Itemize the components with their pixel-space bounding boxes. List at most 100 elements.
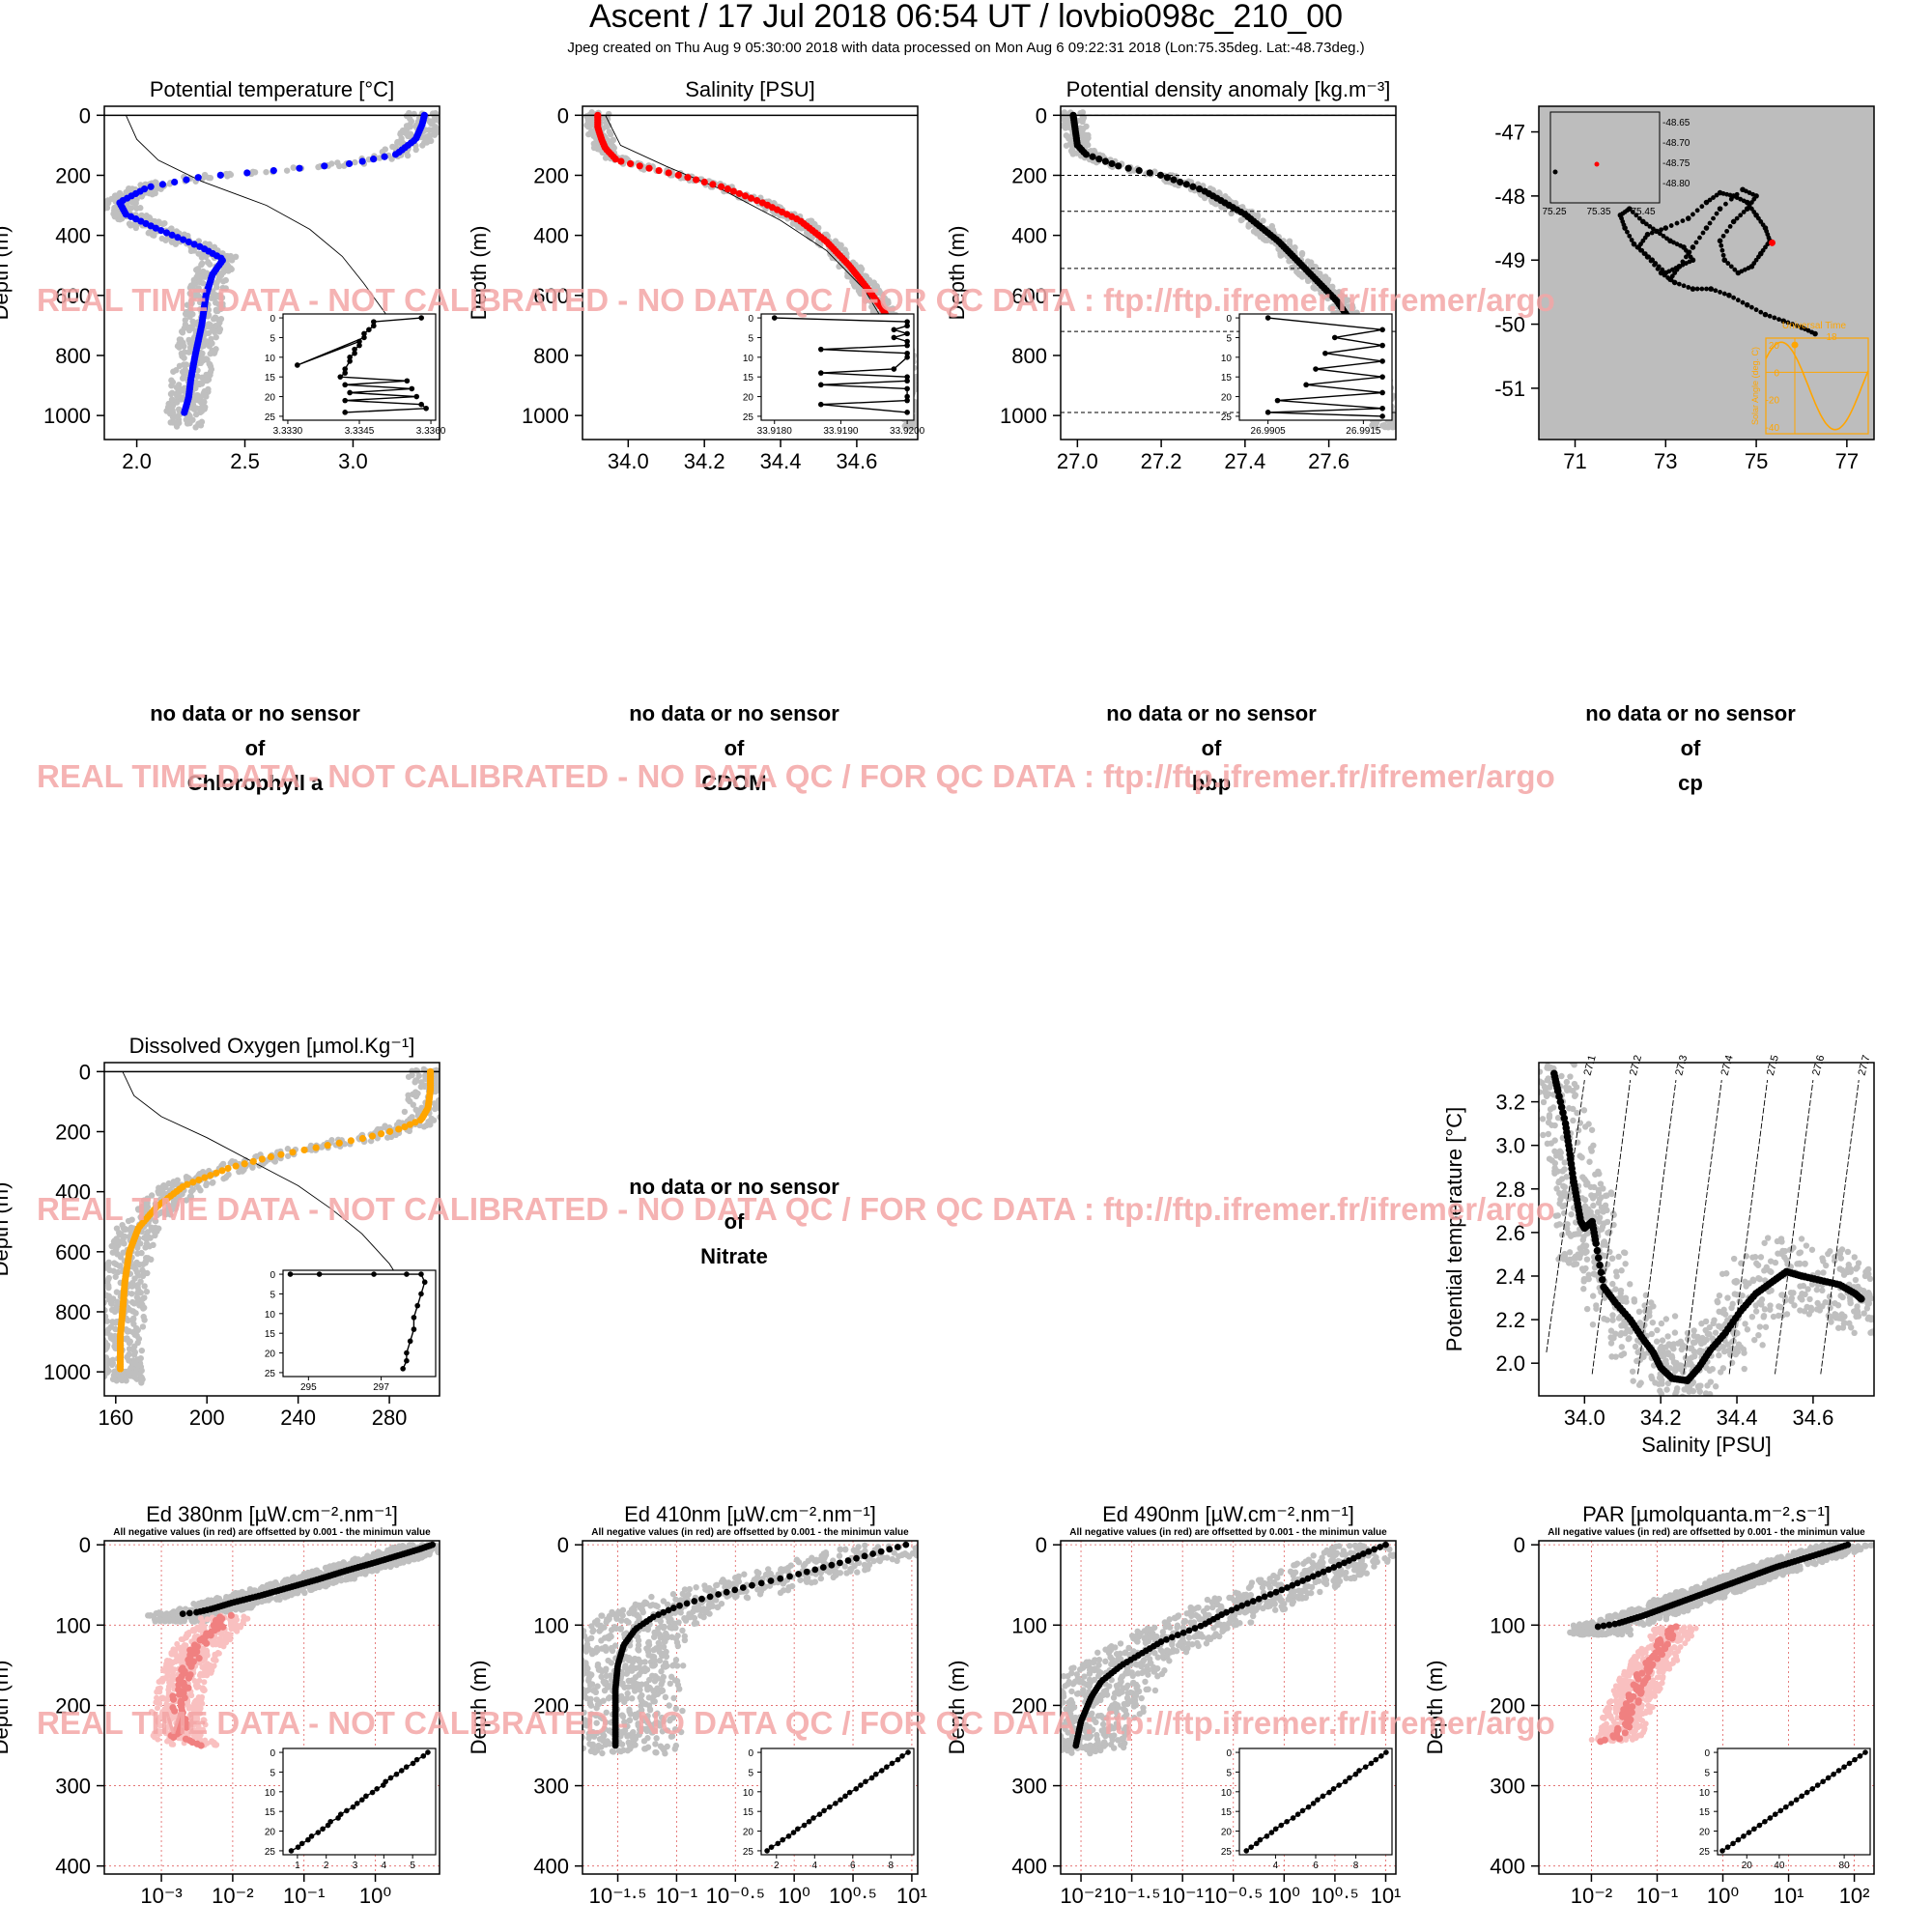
ts-history-point <box>1571 1255 1577 1262</box>
ts-history-point <box>1567 1233 1575 1239</box>
ts-history-point <box>1696 1348 1703 1354</box>
oxy-history-point <box>229 1157 236 1165</box>
temp-history-point <box>181 349 188 355</box>
map-current-position <box>1768 239 1776 246</box>
temp-history-point <box>179 368 186 376</box>
ts-history-point <box>1590 1202 1597 1209</box>
sal-history-point <box>816 242 824 249</box>
map-track-point <box>1803 327 1807 331</box>
map-track-point <box>1651 226 1656 232</box>
ts-history-point <box>1847 1268 1855 1275</box>
ts-history-point <box>1832 1299 1838 1307</box>
temp-history-point <box>126 220 133 227</box>
sal-xtick-label: 34.4 <box>760 449 802 473</box>
temp-history-point <box>169 407 176 414</box>
ts-history-point <box>1635 1308 1643 1316</box>
temp-history-point <box>336 162 343 170</box>
temp-history-point <box>174 343 182 350</box>
ts-history-point <box>1625 1326 1633 1333</box>
oxy-inset-point <box>287 1271 294 1277</box>
oxy-history-point <box>132 1310 139 1317</box>
map-track-point <box>1751 261 1757 266</box>
ts-history-point <box>1756 1275 1763 1283</box>
ts-history-point <box>1566 1249 1574 1256</box>
oxy-history-point <box>405 1073 412 1080</box>
oxy-history-point <box>134 1284 141 1291</box>
ts-history-point <box>1865 1300 1873 1307</box>
dens-ytick-label: 200 <box>1011 163 1047 187</box>
oxy-history-point <box>104 1329 108 1336</box>
ts-history-point <box>1702 1318 1710 1325</box>
temp-history-point <box>194 392 201 399</box>
oxy-history-point <box>172 1199 180 1206</box>
ts-history-point <box>1836 1265 1843 1272</box>
temp-profile-point <box>216 171 224 179</box>
ts-history-point <box>1563 1078 1571 1086</box>
oxy-profile-point <box>406 1121 414 1128</box>
ts-history-point <box>1664 1350 1672 1358</box>
oxy-profile-point <box>218 1167 226 1175</box>
ts-ytick-label: 2.4 <box>1495 1264 1525 1289</box>
ts-profile-point <box>1858 1294 1865 1303</box>
temp-history-point <box>207 351 213 357</box>
temp-history-point <box>427 137 435 145</box>
ts-history-point <box>1618 1351 1625 1359</box>
ts-history-point <box>1592 1171 1599 1178</box>
figure-subtitle: Jpeg created on Thu Aug 9 05:30:00 2018 … <box>567 40 1364 56</box>
temp-history-point <box>223 170 230 178</box>
map-track-point <box>1727 192 1733 198</box>
map-track-point <box>1690 286 1696 292</box>
map-track-point <box>1717 238 1723 244</box>
ts-history-point <box>1828 1319 1834 1325</box>
map-track-point <box>1735 298 1741 303</box>
temp-history-point <box>402 129 410 136</box>
ts-history-point <box>1581 1196 1589 1204</box>
ts-history-point <box>1648 1330 1656 1338</box>
ts-history-point <box>1744 1326 1751 1333</box>
ts-history-point <box>1838 1246 1846 1253</box>
map-track-point <box>1780 318 1787 325</box>
sal-title: Salinity [PSU] <box>685 77 815 101</box>
ts-history-point <box>1576 1253 1582 1261</box>
dens-inset-point <box>1331 334 1338 341</box>
oxy-history-point <box>113 1239 120 1246</box>
temp-inset-point <box>352 346 357 353</box>
sal-profile-point <box>753 196 761 205</box>
sal-inset-xtick-label: 33.9200 <box>890 426 925 437</box>
oxy-history-point <box>126 1340 133 1347</box>
ts-history-point <box>1720 1348 1728 1355</box>
ts-history-point <box>1546 1112 1553 1119</box>
oxy-history-point <box>121 1226 128 1234</box>
oxy-history-point <box>113 1289 121 1295</box>
ts-history-point <box>1621 1318 1628 1325</box>
dens-inset-point <box>1313 366 1319 372</box>
temp-history-point <box>194 373 201 380</box>
oxy-history-point <box>167 1211 174 1218</box>
temp-history-point <box>227 252 235 260</box>
temp-history-point <box>212 291 219 298</box>
sal-inset-point <box>904 323 910 329</box>
temp-profile-point <box>183 176 190 184</box>
oxy-history-point <box>108 1242 115 1250</box>
temp-history-point <box>412 146 419 154</box>
ts-ylabel: Potential temperature [°C] <box>1442 1107 1466 1351</box>
ts-history-point <box>1663 1386 1670 1393</box>
temp-ytick-label: 800 <box>55 344 91 368</box>
temp-history-point <box>200 280 207 287</box>
temp-history-point <box>187 282 195 289</box>
temp-inset-point <box>337 374 344 380</box>
sal-inset-xtick-label: 33.9190 <box>823 426 859 437</box>
map-track-point <box>1643 221 1649 227</box>
map-track-point <box>1711 215 1716 221</box>
ts-history-point <box>1618 1267 1625 1274</box>
oxy-history-point <box>105 1282 112 1290</box>
ts-history-point <box>1612 1286 1619 1293</box>
sal-history-point <box>851 280 858 287</box>
oxy-history-point <box>412 1106 419 1114</box>
temp-history-point <box>210 316 217 323</box>
map-track-point <box>1680 259 1686 265</box>
ts-history-point <box>1573 1231 1580 1237</box>
temp-profile-point <box>345 159 354 168</box>
dens-ytick-label: 800 <box>1011 344 1047 368</box>
ts-history-point <box>1797 1283 1804 1290</box>
